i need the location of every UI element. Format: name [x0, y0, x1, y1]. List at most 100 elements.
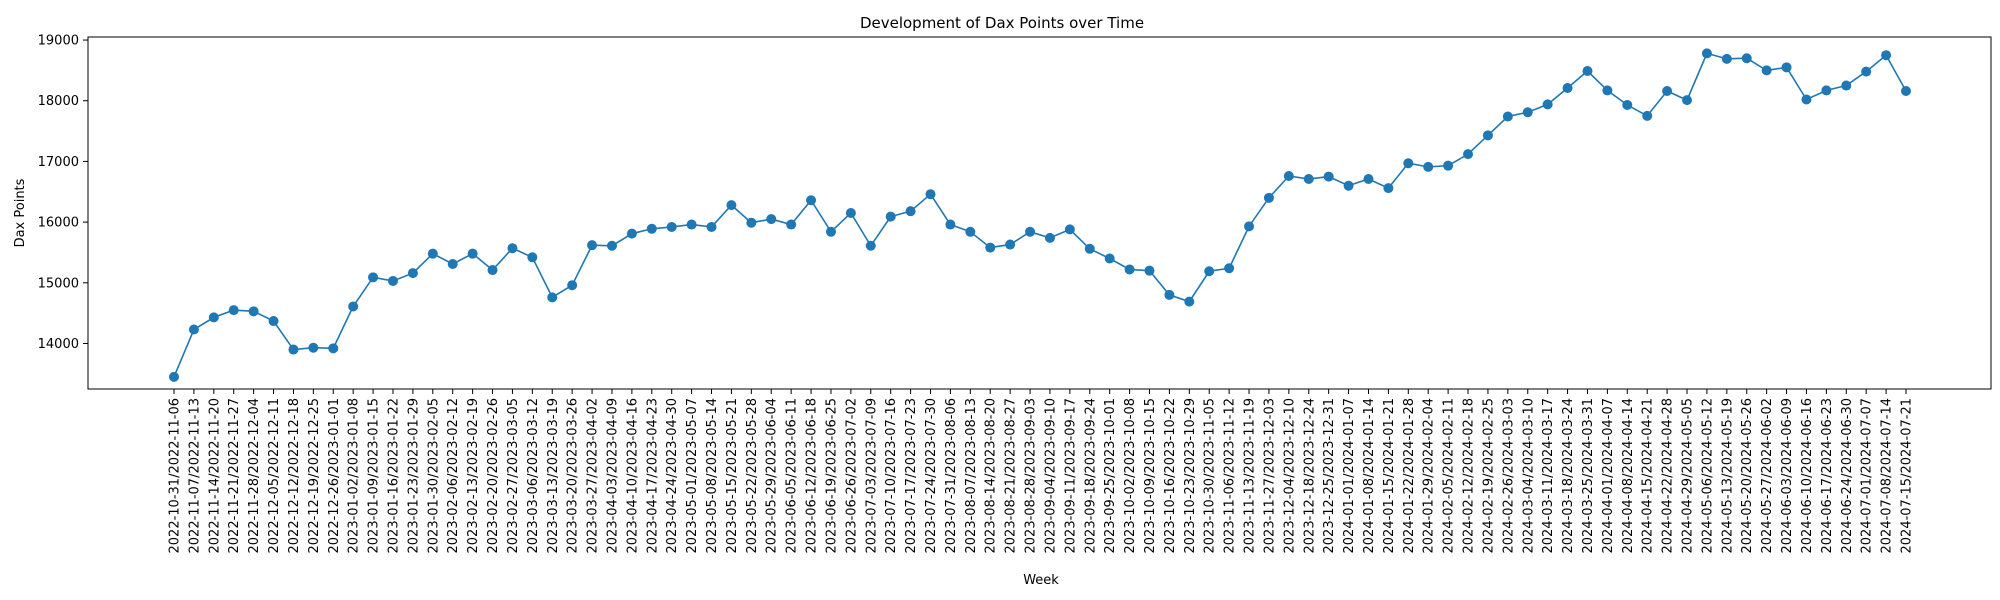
x-tick-label: 2024-04-08/2024-04-14	[1621, 398, 1636, 553]
data-point	[1323, 171, 1334, 182]
data-point	[368, 272, 379, 283]
x-tick-label: 2023-10-16/2023-10-22	[1163, 398, 1178, 553]
x-tick-label: 2023-07-10/2023-07-16	[884, 398, 899, 553]
x-tick-label: 2023-06-12/2023-06-18	[805, 398, 820, 553]
x-tick-label: 2023-10-23/2023-10-29	[1183, 398, 1198, 553]
x-tick-label: 2024-01-01/2024-01-07	[1342, 398, 1357, 553]
data-point	[527, 252, 538, 263]
data-point	[1005, 239, 1016, 250]
y-axis: 14000 15000 16000 17000 18000 19000	[38, 34, 88, 352]
data-point	[407, 268, 418, 279]
data-point	[1423, 161, 1434, 172]
data-point	[567, 280, 578, 291]
x-tick-label: 2024-06-24/2024-06-30	[1840, 398, 1855, 553]
x-tick-label: 2023-12-25/2023-12-31	[1322, 398, 1337, 553]
x-tick-label: 2023-03-20/2023-03-26	[566, 398, 581, 553]
x-tick-label: 2023-02-13/2023-02-19	[466, 398, 481, 553]
x-tick-label: 2023-09-04/2023-09-10	[1043, 398, 1058, 553]
x-tick-label: 2024-04-29/2024-05-05	[1681, 398, 1696, 553]
data-point	[905, 206, 916, 217]
data-point	[268, 316, 279, 327]
x-tick-label: 2024-02-19/2024-02-25	[1481, 398, 1496, 553]
y-tick-label: 18000	[38, 94, 79, 109]
x-tick-label: 2024-03-18/2024-03-24	[1561, 398, 1576, 553]
x-tick-label: 2023-05-08/2023-05-14	[705, 398, 720, 553]
x-tick-label: 2023-09-25/2023-10-01	[1103, 398, 1118, 553]
y-tick-label: 19000	[38, 34, 79, 49]
x-tick-label: 2024-04-01/2024-04-07	[1601, 398, 1616, 553]
x-tick-label: 2023-02-06/2023-02-12	[446, 398, 461, 553]
data-point	[308, 342, 319, 353]
x-tick-label: 2024-02-12/2024-02-18	[1462, 398, 1477, 553]
data-point	[1184, 296, 1195, 307]
x-tick-label: 2024-02-05/2024-02-11	[1442, 398, 1457, 553]
x-tick-label: 2024-05-13/2024-05-19	[1720, 398, 1735, 553]
data-point	[1522, 107, 1533, 118]
data-point	[985, 242, 996, 253]
x-tick-label: 2024-02-26/2024-03-03	[1501, 398, 1516, 553]
x-tick-label: 2023-02-20/2023-02-26	[486, 398, 501, 553]
data-point	[1025, 226, 1036, 237]
data-point	[427, 248, 438, 259]
data-point	[1403, 158, 1414, 169]
x-tick-label: 2024-07-15/2024-07-21	[1900, 398, 1915, 553]
x-tick-label: 2023-01-09/2023-01-15	[367, 398, 382, 553]
x-tick-label: 2023-04-17/2023-04-23	[645, 398, 660, 553]
data-point	[348, 301, 359, 312]
data-point	[1104, 253, 1115, 264]
y-tick-label: 14000	[38, 337, 79, 352]
x-tick-label: 2024-06-03/2024-06-09	[1780, 398, 1795, 553]
series-line	[173, 52, 1907, 378]
data-point	[1662, 86, 1673, 97]
x-tick-label: 2023-05-22/2023-05-28	[745, 398, 760, 553]
x-tick-label: 2023-12-04/2023-12-10	[1282, 398, 1297, 553]
data-point	[1821, 85, 1832, 96]
x-tick-label: 2023-07-31/2023-08-06	[944, 398, 959, 553]
data-point	[1343, 180, 1354, 191]
data-point	[925, 189, 936, 200]
x-tick-label: 2023-08-14/2023-08-20	[984, 398, 999, 553]
x-tick-label: 2023-07-17/2023-07-23	[904, 398, 919, 553]
x-tick-label: 2023-10-09/2023-10-15	[1143, 398, 1158, 553]
data-point	[188, 324, 199, 335]
data-point	[1801, 94, 1812, 105]
x-axis: 2022-10-31/2022-11-06 2022-11-07/2022-11-…	[168, 389, 1915, 553]
data-point	[786, 219, 797, 230]
data-point	[1602, 85, 1613, 96]
data-point	[1244, 221, 1255, 232]
data-point	[228, 305, 239, 316]
data-point	[706, 221, 717, 232]
x-tick-label: 2023-12-18/2023-12-24	[1302, 398, 1317, 553]
x-tick-label: 2022-12-19/2022-12-25	[307, 398, 322, 553]
x-tick-label: 2024-06-17/2024-06-23	[1820, 398, 1835, 553]
x-tick-label: 2024-04-15/2024-04-21	[1641, 398, 1656, 553]
x-tick-label: 2023-11-27/2023-12-03	[1262, 398, 1277, 553]
x-tick-label: 2023-01-16/2023-01-22	[386, 398, 401, 553]
x-tick-label: 2024-05-06/2024-05-12	[1700, 398, 1715, 553]
chart-title: Development of Dax Points over Time	[860, 14, 1144, 32]
x-tick-label: 2023-05-01/2023-05-07	[685, 398, 700, 553]
x-tick-label: 2024-05-27/2024-06-02	[1760, 398, 1775, 553]
data-point	[606, 240, 617, 251]
x-tick-label: 2023-06-05/2023-06-11	[785, 398, 800, 553]
data-point	[507, 243, 518, 254]
x-tick-label: 2024-07-08/2024-07-14	[1880, 398, 1895, 553]
x-tick-label: 2022-12-05/2022-12-11	[267, 398, 282, 553]
data-point	[1701, 48, 1712, 59]
data-point	[1383, 183, 1394, 194]
x-tick-label: 2024-01-22/2024-01-28	[1402, 398, 1417, 553]
data-point	[1463, 149, 1474, 160]
x-tick-label: 2024-06-10/2024-06-16	[1800, 398, 1815, 553]
x-tick-label: 2024-03-04/2024-03-10	[1521, 398, 1536, 553]
x-tick-label: 2024-03-25/2024-03-31	[1581, 398, 1596, 553]
data-point	[288, 344, 299, 355]
x-tick-label: 2022-11-21/2022-11-27	[227, 398, 242, 553]
data-point	[1901, 86, 1911, 97]
x-tick-label: 2024-01-29/2024-02-04	[1422, 398, 1437, 553]
data-point	[1283, 170, 1294, 181]
x-tick-label: 2024-07-01/2024-07-07	[1860, 398, 1875, 553]
data-point	[726, 200, 737, 211]
data-point	[825, 226, 836, 237]
x-tick-label: 2022-12-12/2022-12-18	[287, 398, 302, 553]
